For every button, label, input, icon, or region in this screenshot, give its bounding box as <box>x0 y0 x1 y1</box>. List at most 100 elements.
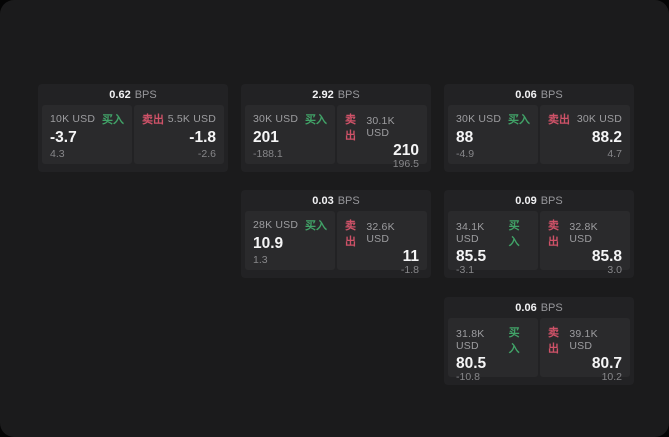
sell-sub-value: 196.5 <box>392 157 419 170</box>
buy-panel[interactable]: 28K USD 买入 10.9 1.3 <box>245 211 335 270</box>
sell-label: 卖出 <box>142 114 164 126</box>
sell-price: 11 <box>402 248 419 265</box>
sell-label: 卖出 <box>548 327 559 355</box>
buy-panel[interactable]: 34.1K USD 买入 85.5 -3.1 <box>448 211 538 275</box>
sell-size: 39.1K USD <box>569 328 598 352</box>
card-header: 2.92 BPS <box>241 84 431 105</box>
buy-price: 85.5 <box>456 248 487 265</box>
buy-price: 88 <box>456 129 474 146</box>
buy-size: 31.8K USD <box>456 328 485 352</box>
bps-unit: BPS <box>337 88 360 101</box>
card-header: 0.03 BPS <box>241 190 431 211</box>
sell-panel[interactable]: 卖出 39.1K USD 80.7 10.2 <box>540 318 630 382</box>
sell-size: 32.6K USD <box>366 221 395 245</box>
buy-panel[interactable]: 31.8K USD 买入 80.5 -10.8 <box>448 318 538 382</box>
sell-panel[interactable]: 卖出 32.8K USD 85.8 3.0 <box>540 211 630 275</box>
buy-price: 201 <box>253 129 279 146</box>
bps-value: 0.62 <box>109 88 131 101</box>
bps-value: 0.03 <box>312 194 334 207</box>
sell-sub-value: 3.0 <box>607 263 622 276</box>
sell-label: 卖出 <box>548 114 570 126</box>
buy-panel-header: 28K USD 买入 <box>253 217 327 233</box>
quote-panels: 28K USD 买入 10.9 1.3 卖出 32.6K USD 11 -1.8 <box>245 211 427 275</box>
sell-price: 80.7 <box>591 355 622 372</box>
card-header: 0.06 BPS <box>444 84 634 105</box>
quote-panels: 34.1K USD 买入 85.5 -3.1 卖出 32.8K USD 85.8… <box>448 211 630 275</box>
sell-price: 88.2 <box>591 129 622 146</box>
sell-price: 85.8 <box>591 248 622 265</box>
bps-unit: BPS <box>540 301 563 314</box>
quote-card: 0.03 BPS 28K USD 买入 10.9 1.3 卖出 32.6K US… <box>241 190 431 278</box>
bps-unit: BPS <box>337 194 360 207</box>
sell-panel-header: 卖出 30K USD <box>548 111 622 127</box>
buy-sub-value: -10.8 <box>456 370 480 383</box>
buy-label: 买入 <box>508 220 520 248</box>
sell-panel[interactable]: 卖出 30K USD 88.2 4.7 <box>540 105 630 164</box>
quote-card: 0.09 BPS 34.1K USD 买入 85.5 -3.1 卖出 32.8K… <box>444 190 634 278</box>
sell-price: 210 <box>393 142 419 159</box>
sell-size: 5.5K USD <box>167 113 216 125</box>
buy-label: 买入 <box>508 114 530 126</box>
buy-price: 10.9 <box>253 235 284 252</box>
bps-unit: BPS <box>134 88 157 101</box>
sell-size: 30.1K USD <box>366 115 395 139</box>
buy-sub-value: -4.9 <box>456 147 475 160</box>
buy-sub-value: 1.3 <box>253 253 268 266</box>
buy-panel[interactable]: 30K USD 买入 201 -188.1 <box>245 105 335 164</box>
buy-size: 30K USD <box>253 113 299 125</box>
sell-panel-header: 卖出 32.8K USD <box>548 217 622 249</box>
bps-value: 0.06 <box>515 301 537 314</box>
buy-size: 34.1K USD <box>456 221 485 245</box>
buy-price: -3.7 <box>50 129 77 146</box>
sell-label: 卖出 <box>548 220 559 248</box>
sell-sub-value: -1.8 <box>400 263 419 276</box>
bps-unit: BPS <box>540 88 563 101</box>
sell-panel-header: 卖出 30.1K USD <box>345 111 419 143</box>
sell-label: 卖出 <box>345 220 356 248</box>
sell-price: -1.8 <box>189 129 216 146</box>
sell-size: 32.8K USD <box>569 221 598 245</box>
sell-panel-header: 卖出 32.6K USD <box>345 217 419 249</box>
buy-panel-header: 34.1K USD 买入 <box>456 217 530 249</box>
sell-sub-value: 4.7 <box>607 147 622 160</box>
sell-panel[interactable]: 卖出 5.5K USD -1.8 -2.6 <box>134 105 224 164</box>
buy-size: 28K USD <box>253 219 299 231</box>
sell-panel-header: 卖出 39.1K USD <box>548 324 622 356</box>
card-header: 0.09 BPS <box>444 190 634 211</box>
quote-card: 2.92 BPS 30K USD 买入 201 -188.1 卖出 30.1K … <box>241 84 431 172</box>
buy-price: 80.5 <box>456 355 487 372</box>
sell-sub-value: -2.6 <box>197 147 216 160</box>
quote-panels: 31.8K USD 买入 80.5 -10.8 卖出 39.1K USD 80.… <box>448 318 630 382</box>
sell-label: 卖出 <box>345 114 356 142</box>
buy-sub-value: 4.3 <box>50 147 65 160</box>
buy-panel-header: 30K USD 买入 <box>456 111 530 127</box>
quote-card: 0.06 BPS 30K USD 买入 88 -4.9 卖出 30K USD 8… <box>444 84 634 172</box>
quote-panels: 30K USD 买入 201 -188.1 卖出 30.1K USD 210 1… <box>245 105 427 169</box>
buy-label: 买入 <box>305 220 327 232</box>
buy-panel[interactable]: 10K USD 买入 -3.7 4.3 <box>42 105 132 164</box>
sell-size: 30K USD <box>576 113 622 125</box>
bps-value: 0.09 <box>515 194 537 207</box>
buy-size: 30K USD <box>456 113 502 125</box>
quote-panels: 10K USD 买入 -3.7 4.3 卖出 5.5K USD -1.8 -2.… <box>42 105 224 164</box>
bps-value: 0.06 <box>515 88 537 101</box>
buy-label: 买入 <box>102 114 124 126</box>
sell-panel[interactable]: 卖出 30.1K USD 210 196.5 <box>337 105 427 169</box>
buy-panel-header: 10K USD 买入 <box>50 111 124 127</box>
bps-unit: BPS <box>540 194 563 207</box>
sell-panel-header: 卖出 5.5K USD <box>142 111 216 127</box>
bps-value: 2.92 <box>312 88 334 101</box>
buy-panel-header: 31.8K USD 买入 <box>456 324 530 356</box>
buy-label: 买入 <box>305 114 327 126</box>
buy-size: 10K USD <box>50 113 96 125</box>
buy-sub-value: -3.1 <box>456 263 475 276</box>
quote-card: 0.62 BPS 10K USD 买入 -3.7 4.3 卖出 5.5K USD… <box>38 84 228 172</box>
card-header: 0.62 BPS <box>38 84 228 105</box>
buy-panel[interactable]: 30K USD 买入 88 -4.9 <box>448 105 538 164</box>
buy-panel-header: 30K USD 买入 <box>253 111 327 127</box>
sell-sub-value: 10.2 <box>601 370 622 383</box>
sell-panel[interactable]: 卖出 32.6K USD 11 -1.8 <box>337 211 427 275</box>
card-header: 0.06 BPS <box>444 297 634 318</box>
